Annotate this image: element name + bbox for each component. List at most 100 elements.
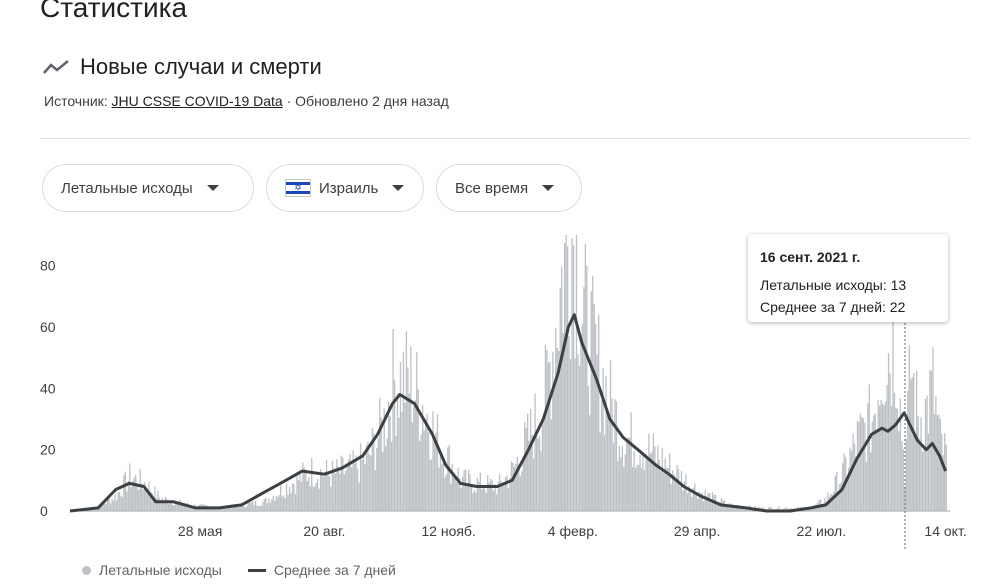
- source-link[interactable]: JHU CSSE COVID-19 Data: [111, 93, 283, 109]
- deaths-bar: [331, 460, 334, 511]
- deaths-bar: [138, 489, 140, 511]
- deaths-bar: [488, 482, 490, 511]
- deaths-bar: [769, 506, 771, 511]
- deaths-bar: [732, 504, 734, 511]
- deaths-bar: [318, 488, 320, 511]
- deaths-bar: [176, 500, 178, 511]
- deaths-bar: [179, 499, 181, 511]
- deaths-bar: [874, 413, 876, 511]
- deaths-bar: [703, 501, 705, 511]
- deaths-bar: [494, 484, 496, 511]
- deaths-bar: [515, 463, 517, 511]
- deaths-bar: [679, 485, 681, 511]
- deaths-bar: [312, 486, 314, 511]
- deaths-bar: [211, 507, 214, 511]
- deaths-bar: [342, 457, 344, 511]
- deaths-bar: [413, 406, 415, 511]
- deaths-bar: [660, 471, 662, 511]
- deaths-chart[interactable]: 0 20 40 60 80 28 мая 20 авг. 12 нояб. 4 февр. 29…: [0, 225, 1000, 555]
- deaths-bar: [142, 489, 144, 511]
- deaths-bar: [945, 444, 947, 511]
- country-dropdown[interactable]: ✡ Израиль: [266, 164, 424, 212]
- deaths-bar: [627, 437, 629, 511]
- average-line: [69, 313, 947, 513]
- chevron-down-icon: [542, 185, 555, 191]
- deaths-bar: [390, 441, 393, 511]
- deaths-bar: [340, 455, 342, 511]
- deaths-bar: [328, 476, 331, 511]
- deaths-bar: [543, 418, 545, 511]
- deaths-bar: [152, 499, 155, 511]
- deaths-bar: [308, 477, 310, 511]
- deaths-bar: [901, 441, 903, 511]
- deaths-bar: [902, 449, 905, 511]
- period-dropdown[interactable]: Все время: [436, 164, 582, 212]
- deaths-bar: [112, 500, 115, 511]
- deaths-bar: [870, 452, 872, 511]
- deaths-bar: [896, 408, 899, 511]
- deaths-bar: [688, 485, 690, 511]
- deaths-bar: [359, 443, 362, 511]
- deaths-bar: [524, 422, 526, 511]
- deaths-bar: [663, 473, 665, 511]
- deaths-bar: [280, 485, 282, 511]
- deaths-bar: [697, 499, 699, 511]
- deaths-bar: [895, 407, 897, 511]
- deaths-bar: [346, 462, 348, 511]
- deaths-bar: [839, 484, 841, 511]
- deaths-bar: [881, 403, 884, 511]
- deaths-bar: [191, 506, 193, 511]
- deaths-bar: [454, 476, 456, 511]
- deaths-bar: [349, 454, 351, 511]
- deaths-bar: [266, 503, 269, 511]
- deaths-bar: [272, 495, 274, 511]
- deaths-bar: [507, 487, 510, 511]
- deaths-bar: [670, 483, 672, 511]
- deaths-bar: [828, 496, 831, 511]
- deaths-bar: [676, 464, 678, 511]
- chart-legend: Летальные исходы Среднее за 7 дней: [82, 562, 396, 578]
- deaths-bar: [376, 447, 378, 511]
- deaths-bar: [836, 471, 838, 511]
- deaths-bar: [300, 481, 303, 511]
- deaths-bar: [600, 400, 603, 511]
- deaths-bar: [519, 476, 521, 511]
- deaths-bar: [268, 498, 270, 511]
- deaths-bar: [458, 478, 461, 511]
- deaths-bar: [432, 411, 434, 511]
- deaths-bar: [864, 422, 866, 511]
- deaths-bar: [512, 462, 514, 511]
- deaths-bar: [490, 478, 492, 511]
- deaths-bar: [935, 396, 937, 511]
- period-dropdown-label: Все время: [455, 179, 529, 197]
- deaths-bar: [484, 488, 486, 511]
- deaths-bar: [404, 402, 406, 511]
- y-tick-label: 0: [40, 503, 48, 519]
- deaths-bar: [293, 483, 295, 511]
- deaths-bar: [646, 460, 649, 511]
- deaths-bar: [95, 508, 97, 511]
- deaths-bar: [124, 471, 127, 511]
- metric-dropdown[interactable]: Летальные исходы: [42, 164, 254, 212]
- deaths-bar: [385, 446, 387, 511]
- deaths-bar: [595, 324, 597, 511]
- deaths-bar: [475, 492, 477, 511]
- deaths-bar: [370, 455, 372, 511]
- y-tick-label: 40: [40, 380, 56, 396]
- deaths-bar: [117, 492, 119, 511]
- deaths-bar: [624, 453, 626, 511]
- deaths-bar: [504, 477, 507, 511]
- deaths-bar: [810, 508, 813, 511]
- deaths-bar: [423, 430, 425, 511]
- deaths-bar: [575, 235, 578, 511]
- deaths-bar: [830, 493, 832, 511]
- deaths-bar: [93, 509, 95, 511]
- deaths-bar: [424, 419, 427, 511]
- deaths-bar: [238, 507, 240, 511]
- deaths-bar: [529, 408, 532, 511]
- deaths-bar: [852, 433, 854, 511]
- deaths-bar: [694, 483, 696, 511]
- deaths-bar: [362, 453, 365, 511]
- deaths-bar: [637, 464, 640, 511]
- legend-deaths-label: Летальные исходы: [99, 562, 222, 578]
